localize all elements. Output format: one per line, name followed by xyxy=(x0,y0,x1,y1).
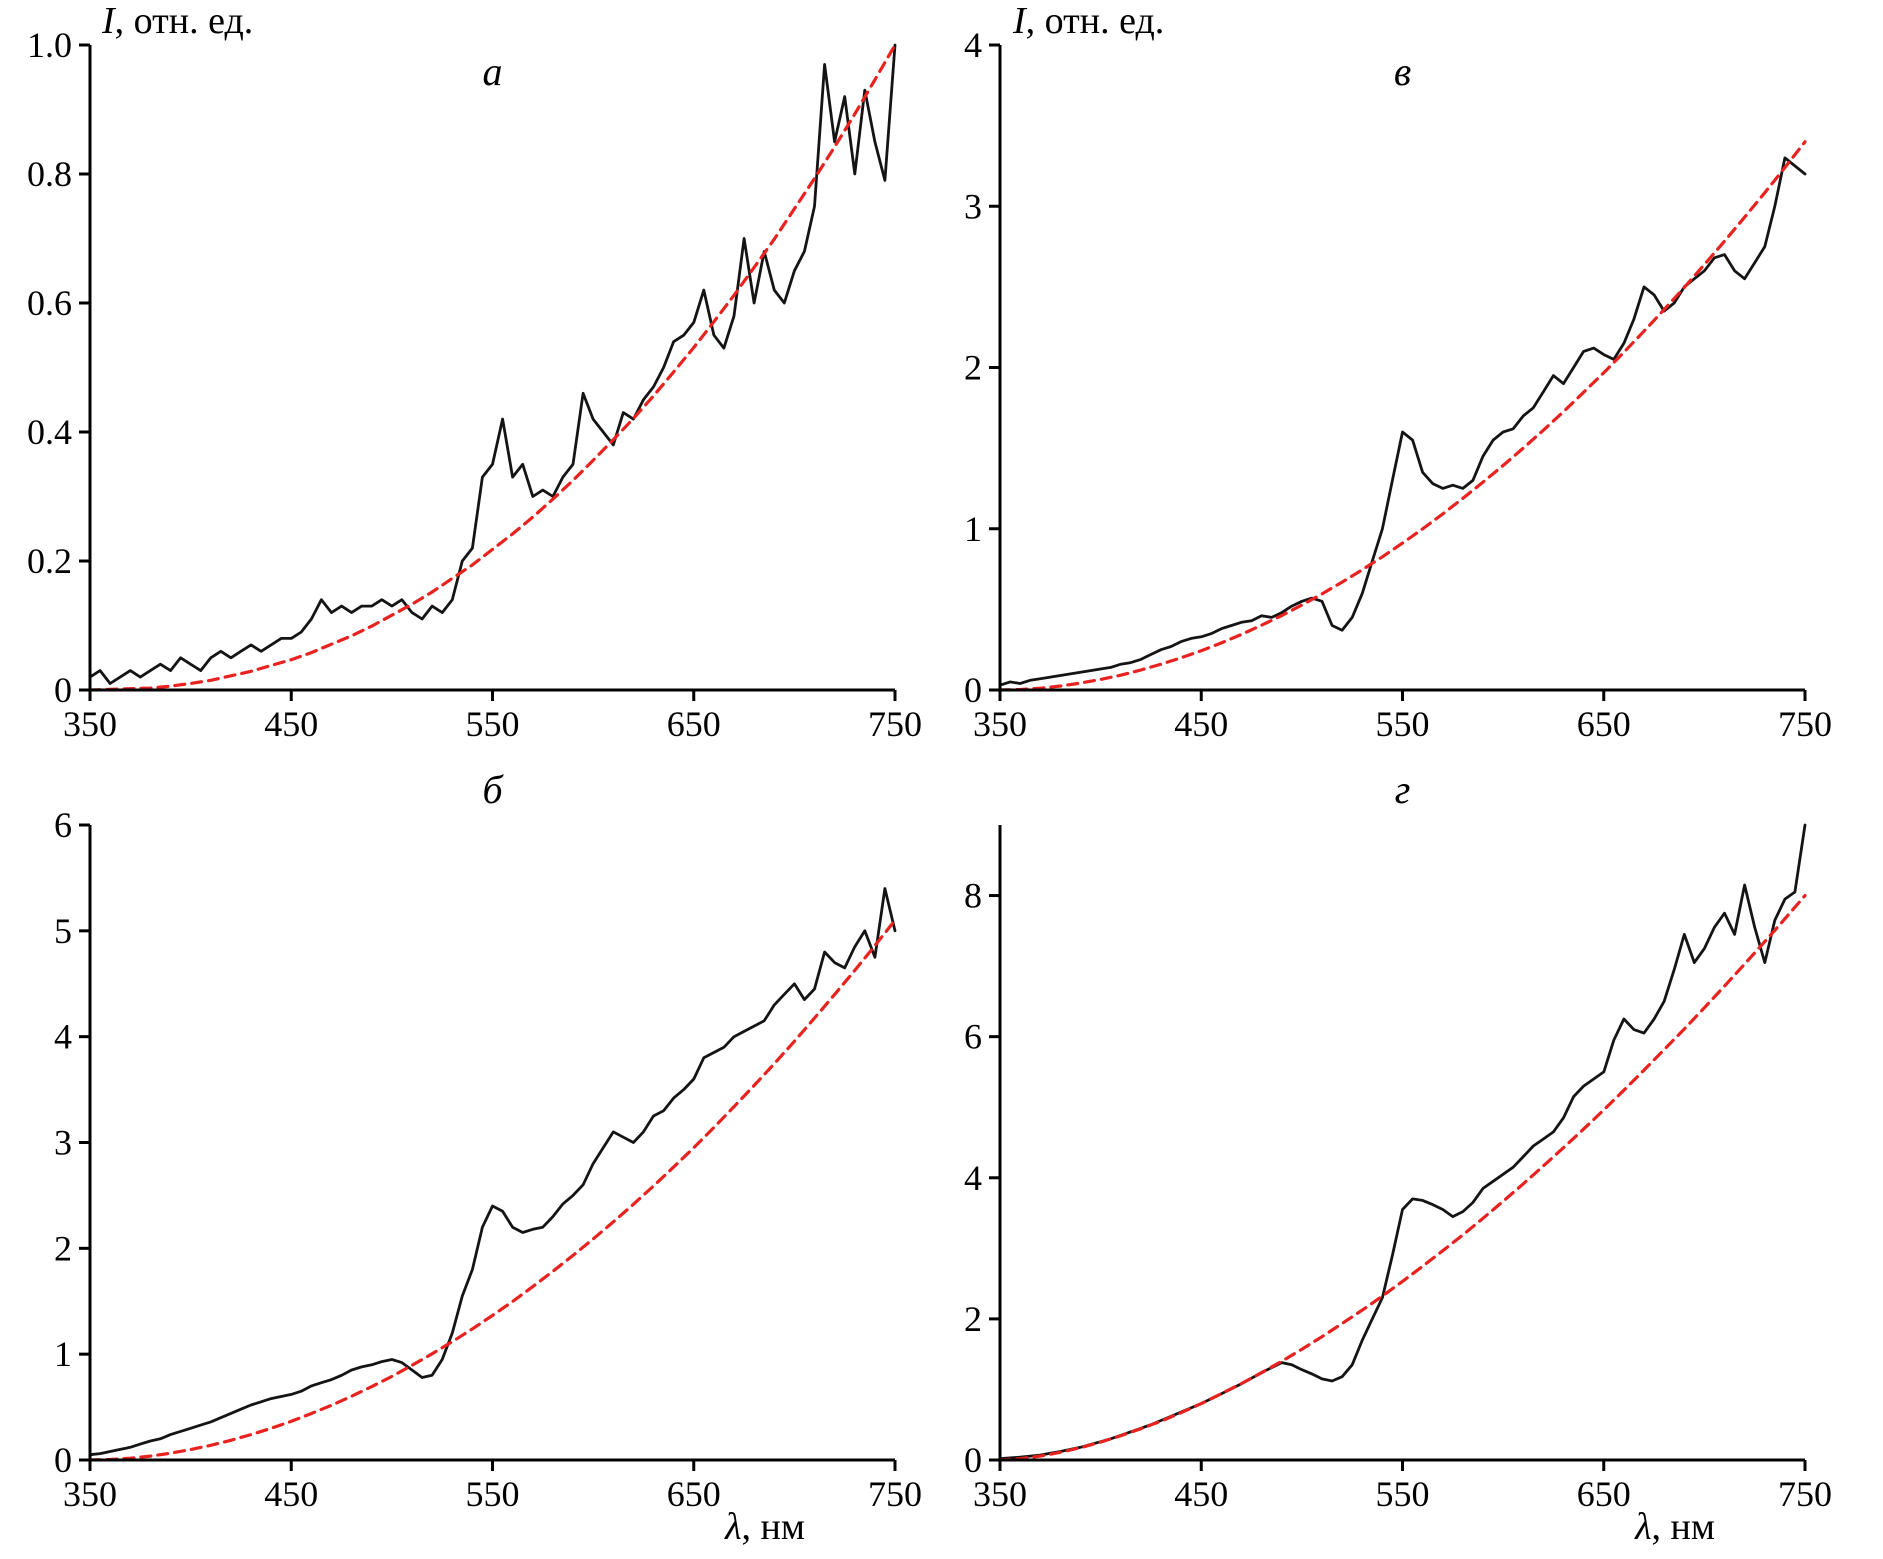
x-tick-label: 350 xyxy=(63,704,117,744)
x-tick-label: 450 xyxy=(264,1474,318,1514)
y-axis-label-symbol: I xyxy=(102,0,115,42)
chart-panel-a: 0 0.2 0.4 0.6 0.8 1.0 350 450 550 650 750 xyxy=(27,25,922,744)
series-spectrum-curve xyxy=(998,823,1807,1460)
axes xyxy=(998,825,1805,1462)
x-tick-label: 650 xyxy=(667,704,721,744)
y-tick-label: 0.8 xyxy=(27,154,72,194)
x-axis-label-units: , нм xyxy=(741,1506,805,1548)
y-tick-label: 0 xyxy=(54,1440,72,1480)
panel-v: 0 1 2 3 4 350 450 550 650 750 I, отн. ед. в xyxy=(941,0,1883,760)
y-tick-label: 4 xyxy=(54,1017,72,1057)
x-tick-label: 450 xyxy=(264,704,318,744)
series-fit-curve xyxy=(88,43,897,692)
y-tick-label: 5 xyxy=(54,911,72,951)
chart-panel-v: 0 1 2 3 4 350 450 550 650 750 xyxy=(964,25,1832,744)
y-tick-label: 0.2 xyxy=(27,541,72,581)
panel-title-b: б xyxy=(482,767,503,812)
x-tick-label: 650 xyxy=(667,1474,721,1514)
y-tick-label: 4 xyxy=(964,25,982,65)
x-tick-label: 650 xyxy=(1577,1474,1631,1514)
y-tick-label: 1 xyxy=(54,1334,72,1374)
x-axis-label: λ, нм xyxy=(615,1508,915,1546)
y-axis-label: I, отн. ед. xyxy=(102,2,253,40)
y-tick-label: 0 xyxy=(964,670,982,710)
y-axis-label-units: , отн. ед. xyxy=(1025,0,1165,42)
axes xyxy=(88,825,895,1462)
y-tick-label: 6 xyxy=(54,805,72,845)
x-tick-label: 650 xyxy=(1577,704,1631,744)
y-tick-label: 0.4 xyxy=(27,412,72,452)
x-tick-label: 750 xyxy=(868,1474,922,1514)
x-tick-label: 550 xyxy=(1376,1474,1430,1514)
x-tick-label: 750 xyxy=(868,704,922,744)
y-tick-label: 0 xyxy=(964,1440,982,1480)
y-tick-label: 6 xyxy=(964,1017,982,1057)
x-tick-label: 350 xyxy=(973,1474,1027,1514)
panel-g: 0 2 4 6 8 350 450 550 650 750 λ, нм г xyxy=(941,760,1883,1559)
x-axis-label-symbol: λ xyxy=(725,1506,742,1548)
series-spectrum-curve xyxy=(998,156,1807,687)
y-tick-label: 1 xyxy=(964,509,982,549)
x-tick-label: 450 xyxy=(1174,704,1228,744)
series-spectrum-curve xyxy=(88,43,897,685)
x-tick-label: 550 xyxy=(466,704,520,744)
y-tick-label: 2 xyxy=(964,1299,982,1339)
x-axis-label-symbol: λ xyxy=(1635,1506,1652,1548)
y-axis-label: I, отн. ед. xyxy=(1013,2,1164,40)
chart-panel-b: 0 1 2 3 4 5 6 350 450 550 650 750 xyxy=(54,805,922,1514)
y-axis-label-units: , отн. ед. xyxy=(114,0,254,42)
chart-panel-g: 0 2 4 6 8 350 450 550 650 750 xyxy=(964,823,1832,1514)
y-tick-label: 3 xyxy=(54,1123,72,1163)
axes xyxy=(88,45,895,692)
series-fit-curve xyxy=(88,918,897,1462)
y-tick-label: 4 xyxy=(964,1158,982,1198)
y-tick-label: 2 xyxy=(964,348,982,388)
y-tick-label: 0 xyxy=(54,670,72,710)
y-tick-label: 8 xyxy=(964,876,982,916)
panel-title-g: г xyxy=(1394,767,1411,812)
series-fit-curve xyxy=(998,894,1807,1462)
x-tick-label: 750 xyxy=(1778,1474,1832,1514)
panel-title-v: в xyxy=(1393,49,1412,94)
series-spectrum-curve xyxy=(88,887,897,1457)
axes xyxy=(998,45,1805,692)
y-tick-label: 0.6 xyxy=(27,283,72,323)
x-axis-label-units: , нм xyxy=(1651,1506,1715,1548)
panel-b: 0 1 2 3 4 5 6 350 450 550 650 750 λ, нм б xyxy=(0,760,941,1559)
x-axis-label: λ, нм xyxy=(1525,1508,1825,1546)
series-fit-curve xyxy=(998,140,1807,692)
x-tick-label: 450 xyxy=(1174,1474,1228,1514)
panel-a: 0 0.2 0.4 0.6 0.8 1.0 350 450 550 650 750 I, отн. … xyxy=(0,0,941,760)
x-tick-label: 350 xyxy=(973,704,1027,744)
x-tick-label: 550 xyxy=(1376,704,1430,744)
y-tick-label: 2 xyxy=(54,1228,72,1268)
y-tick-label: 1.0 xyxy=(27,25,72,65)
x-tick-label: 350 xyxy=(63,1474,117,1514)
x-tick-label: 750 xyxy=(1778,704,1832,744)
panel-title-a: а xyxy=(482,49,503,94)
x-tick-label: 550 xyxy=(466,1474,520,1514)
y-tick-label: 3 xyxy=(964,186,982,226)
y-axis-label-symbol: I xyxy=(1013,0,1026,42)
